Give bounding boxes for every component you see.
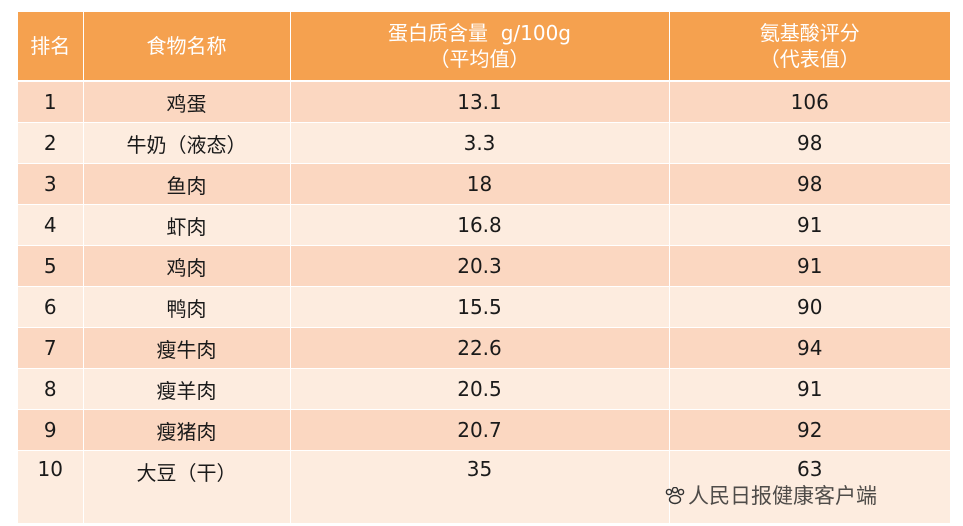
header-food-name: 食物名称 [83, 12, 291, 82]
paw-icon [664, 486, 686, 505]
food-cell: 鱼肉 [83, 163, 291, 205]
food-cell: 虾肉 [83, 204, 291, 246]
table-row: 9 瘦猪肉 20.7 92 [18, 409, 950, 451]
header-rank: 排名 [18, 12, 84, 82]
score-cell: 98 [669, 122, 950, 164]
rank-cell: 9 [18, 409, 84, 451]
table-row: 5 鸡肉 20.3 91 [18, 245, 950, 287]
protein-ranking-table-wrapper: 排名 食物名称 蛋白质含量 g/100g （平均值） 氨基酸评分 （代表值） 1… [18, 12, 950, 524]
protein-cell: 15.5 [290, 286, 670, 328]
header-protein-content: 蛋白质含量 g/100g （平均值） [290, 12, 670, 82]
food-cell: 大豆（干） [83, 450, 291, 524]
protein-cell: 13.1 [290, 81, 670, 123]
rank-cell: 7 [18, 327, 84, 369]
protein-cell: 3.3 [290, 122, 670, 164]
header-amino-score: 氨基酸评分 （代表值） [669, 12, 950, 82]
rank-cell: 8 [18, 368, 84, 410]
score-cell: 90 [669, 286, 950, 328]
table-header-row: 排名 食物名称 蛋白质含量 g/100g （平均值） 氨基酸评分 （代表值） [18, 12, 950, 82]
food-cell: 牛奶（液态） [83, 122, 291, 164]
table-row: 4 虾肉 16.8 91 [18, 204, 950, 246]
protein-cell: 35 [290, 450, 670, 524]
rank-cell: 5 [18, 245, 84, 287]
protein-cell: 20.7 [290, 409, 670, 451]
rank-cell: 1 [18, 81, 84, 123]
rank-cell: 10 [18, 450, 84, 524]
food-cell: 瘦猪肉 [83, 409, 291, 451]
header-amino-line1: 氨基酸评分 [759, 21, 860, 45]
protein-cell: 16.8 [290, 204, 670, 246]
table-row: 10 大豆（干） 35 63 [18, 450, 950, 524]
table-row: 8 瘦羊肉 20.5 91 [18, 368, 950, 410]
rank-cell: 4 [18, 204, 84, 246]
protein-cell: 20.3 [290, 245, 670, 287]
protein-ranking-table: 排名 食物名称 蛋白质含量 g/100g （平均值） 氨基酸评分 （代表值） 1… [18, 12, 950, 524]
food-cell: 瘦羊肉 [83, 368, 291, 410]
header-protein-line1: 蛋白质含量 g/100g [387, 21, 572, 45]
rank-cell: 2 [18, 122, 84, 164]
score-cell: 106 [669, 81, 950, 123]
score-cell: 91 [669, 204, 950, 246]
table-row: 1 鸡蛋 13.1 106 [18, 81, 950, 123]
food-cell: 鸡蛋 [83, 81, 291, 123]
header-protein-line2: （平均值） [429, 47, 530, 71]
source-watermark: 人民日报健康客户端 [664, 480, 877, 510]
score-cell: 94 [669, 327, 950, 369]
protein-cell: 20.5 [290, 368, 670, 410]
score-cell: 98 [669, 163, 950, 205]
score-cell: 63 [669, 450, 950, 524]
table-row: 6 鸭肉 15.5 90 [18, 286, 950, 328]
score-cell: 91 [669, 245, 950, 287]
score-cell: 92 [669, 409, 950, 451]
watermark-text: 人民日报健康客户端 [688, 484, 877, 508]
protein-cell: 22.6 [290, 327, 670, 369]
food-cell: 瘦牛肉 [83, 327, 291, 369]
table-row: 3 鱼肉 18 98 [18, 163, 950, 205]
score-cell: 91 [669, 368, 950, 410]
food-cell: 鸭肉 [83, 286, 291, 328]
rank-cell: 6 [18, 286, 84, 328]
table-row: 2 牛奶（液态） 3.3 98 [18, 122, 950, 164]
rank-cell: 3 [18, 163, 84, 205]
table-row: 7 瘦牛肉 22.6 94 [18, 327, 950, 369]
header-amino-line2: （代表值） [759, 47, 860, 71]
food-cell: 鸡肉 [83, 245, 291, 287]
protein-cell: 18 [290, 163, 670, 205]
